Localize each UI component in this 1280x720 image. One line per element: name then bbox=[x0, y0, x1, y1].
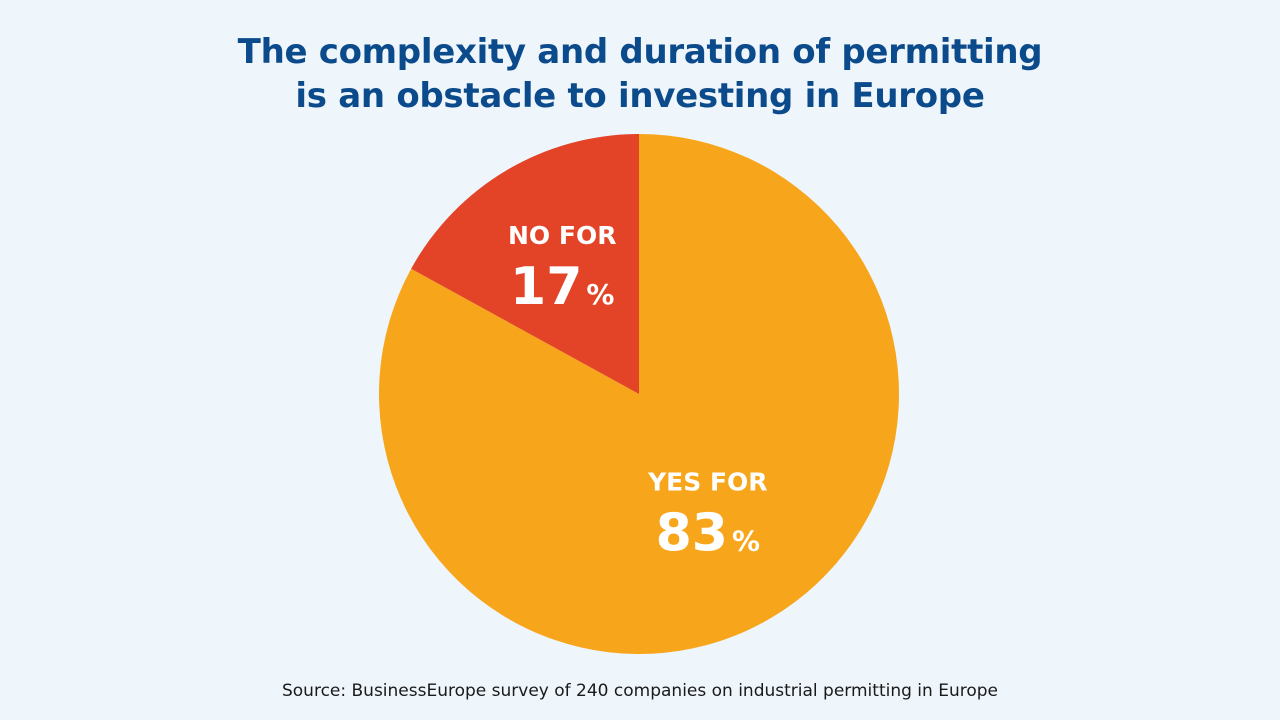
slice-value-number: 17 bbox=[510, 257, 582, 317]
slice-value-unit: % bbox=[586, 278, 614, 311]
slice-name-label: NO FOR bbox=[508, 221, 616, 250]
chart-source: Source: BusinessEurope survey of 240 com… bbox=[281, 681, 998, 701]
slice-value-label: 83% bbox=[656, 503, 760, 563]
pie-slice-yes-for bbox=[379, 134, 900, 655]
chart-title-line-1: The complexity and duration of permittin… bbox=[237, 32, 1043, 72]
slice-value-number: 83 bbox=[656, 503, 728, 563]
chart-title-line-2: is an obstacle to investing in Europe bbox=[295, 76, 985, 116]
slice-value-unit: % bbox=[732, 524, 760, 557]
slice-label-group: NO FOR 17% bbox=[508, 221, 616, 317]
slice-value-label: 17% bbox=[510, 257, 614, 317]
chart-title: The complexity and duration of permittin… bbox=[0, 30, 1280, 118]
slice-label-group: YES FOR 83% bbox=[647, 467, 767, 563]
slice-name-label: YES FOR bbox=[647, 467, 767, 496]
pie-slice-no-for bbox=[411, 134, 639, 394]
